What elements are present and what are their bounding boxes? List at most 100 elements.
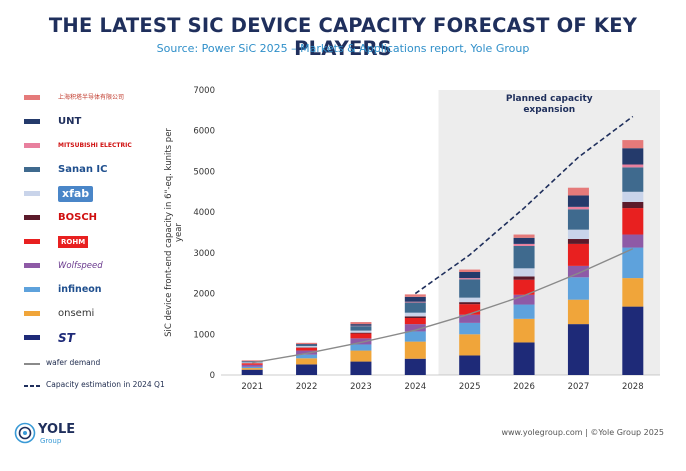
bar-segment	[459, 278, 481, 280]
legend-swatch	[24, 311, 40, 316]
legend-item: MITSUBISHI ELECTRIC	[24, 138, 164, 154]
yole-brand-sub: Group	[40, 437, 62, 445]
x-tick-label: 2026	[513, 382, 535, 392]
bar-segment	[296, 354, 318, 359]
y-tick-label: 7000	[193, 86, 215, 96]
y-tick-label: 6000	[193, 127, 215, 137]
bar-segment	[241, 364, 263, 367]
legend-item: onsemi	[24, 306, 164, 322]
bar-segment	[622, 306, 644, 375]
bar-segment	[513, 304, 535, 319]
bar-segment	[296, 364, 318, 375]
legend-swatch	[24, 287, 40, 292]
bar-segment	[567, 229, 589, 240]
bar-segment	[296, 358, 318, 365]
bar-segment	[296, 342, 318, 345]
legend-swatch	[24, 191, 40, 196]
x-tick-label: 2028	[622, 382, 644, 392]
legend-swatch	[24, 95, 40, 100]
y-tick-label: 1000	[193, 330, 215, 340]
bar-segment	[622, 208, 644, 235]
bar-segment	[350, 330, 372, 333]
bar-segment	[567, 299, 589, 325]
legend-item: xfab	[24, 186, 164, 202]
bar-segment	[622, 201, 644, 209]
bar-segment	[567, 209, 589, 230]
infineon-logo: infineon	[58, 284, 102, 295]
bar-segment	[513, 245, 535, 269]
bar-segment	[513, 234, 535, 238]
yole-logo	[14, 422, 36, 446]
bar-segment	[622, 234, 644, 248]
legend-label: wafer demand	[46, 358, 101, 367]
legend-label: Capacity estimation in 2024 Q1	[46, 380, 165, 389]
bar-segment	[350, 322, 372, 325]
y-tick-label: 4000	[193, 208, 215, 218]
legend-swatch	[24, 215, 40, 220]
chart-title: THE LATEST SIC DEVICE CAPACITY FORECAST …	[48, 14, 638, 60]
bar-segment	[567, 324, 589, 375]
bar-segment	[459, 279, 481, 298]
bar-segment	[350, 326, 372, 331]
bar-segment	[241, 366, 263, 369]
bar-segment	[567, 277, 589, 300]
bar-segment	[404, 358, 426, 375]
bar-segment	[513, 342, 535, 375]
bar-segment	[567, 206, 589, 210]
legend-swatch	[24, 143, 40, 148]
bar-segment	[241, 363, 263, 365]
x-tick-label: 2022	[296, 382, 318, 392]
legend-swatch	[24, 263, 40, 268]
bar-segment	[350, 361, 372, 375]
x-tick-label: 2021	[241, 382, 263, 392]
legend-item: Sanan IC	[24, 162, 164, 178]
bar-segment	[513, 276, 535, 280]
bar-segment	[459, 297, 481, 303]
bar-segment	[296, 344, 318, 345]
bar-segment	[350, 338, 372, 345]
bar-segment	[296, 350, 318, 355]
xfab-logo: xfab	[58, 186, 94, 202]
bar-segment	[296, 344, 318, 347]
bar-segment	[567, 243, 589, 266]
wolfspeed-logo: Wolfspeed	[58, 261, 103, 271]
legend-item: Wolfspeed	[24, 258, 164, 274]
bar-segment	[404, 312, 426, 317]
legend-dash-swatch	[24, 385, 40, 387]
rohm-logo: ROHM	[58, 236, 89, 248]
y-tick-label: 0	[210, 371, 215, 381]
bar-segment	[567, 265, 589, 278]
bar-segment	[622, 167, 644, 192]
bar-segment	[567, 187, 589, 196]
bar-segment	[241, 368, 263, 370]
y-tick-label: 5000	[193, 167, 215, 177]
bar-segment	[241, 361, 263, 363]
bar-segment	[513, 268, 535, 277]
bar-segment	[350, 324, 372, 326]
bar-segment	[513, 279, 535, 295]
y-tick-label: 3000	[193, 249, 215, 259]
x-tick-label: 2024	[404, 382, 426, 392]
onsemi-logo: onsemi	[58, 308, 95, 319]
bar-segment	[350, 332, 372, 334]
legend-swatch	[24, 335, 40, 340]
x-tick-label: 2025	[459, 382, 481, 392]
legend-item: 上海积塔半导体有限公司	[24, 90, 164, 106]
bar-segment	[296, 346, 318, 348]
bar-segment	[622, 191, 644, 202]
bar-segment	[567, 195, 589, 207]
legend-swatch	[24, 239, 40, 244]
legend-swatch	[24, 119, 40, 124]
bar-segment	[567, 239, 589, 244]
planned-annotation: Planned capacity expansion	[506, 94, 593, 115]
bar-segment	[350, 350, 372, 362]
bar-segment	[404, 316, 426, 318]
x-tick-label: 2027	[568, 382, 590, 392]
bar-segment	[404, 301, 426, 303]
chart-subtitle: Source: Power SiC 2025 – Markets & Appli…	[156, 42, 530, 55]
legend-item-capacity-estimation: Capacity estimation in 2024 Q1	[24, 378, 165, 402]
bar-segment	[241, 360, 263, 362]
st-logo: ST	[58, 331, 75, 345]
bar-segment	[513, 318, 535, 343]
